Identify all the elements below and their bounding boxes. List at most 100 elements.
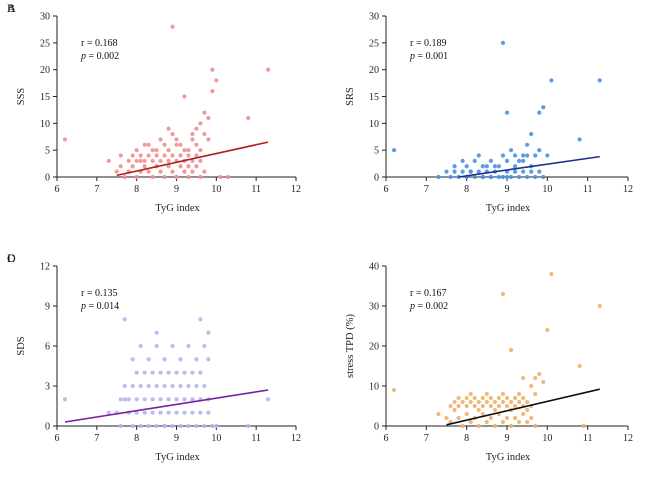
panel-c-data-point: [194, 423, 199, 429]
panel-d-data-point: [452, 399, 457, 405]
panel-b-data-point: [529, 169, 534, 174]
panel-c-data-point: [166, 410, 171, 415]
panel-a-data-point: [210, 89, 215, 94]
panel-c-data-point: [210, 423, 215, 429]
panel-d-x-axis-title: TyG index: [486, 452, 531, 463]
panel-c-data-point: [170, 383, 175, 389]
panel-d-data-point: [500, 291, 506, 297]
panel-a-y-axis-title: SSS: [16, 88, 27, 106]
panel-b: B 6 7 8 9 10 11 12 0 5 10 15 20 25 30 TyG index SRS r = 0…: [7, 1, 633, 214]
panel-a-x-tick-label: 11: [251, 184, 261, 195]
panel-d-data-point: [508, 399, 514, 405]
panel-c-data-point: [118, 397, 123, 402]
panel-c-data-point: [162, 383, 167, 389]
panel-c-data-point: [62, 397, 68, 402]
panel-c-data-point: [150, 397, 155, 402]
panel-d-data-point: [508, 423, 514, 429]
panel-a-data-point: [142, 158, 147, 163]
panel-c-data-point: [142, 410, 147, 415]
panel-a-data-point: [186, 174, 191, 180]
panel-a-x-tick-label: 6: [55, 184, 60, 195]
panel-c-data-point: [166, 397, 171, 402]
panel-d-data-point: [541, 379, 546, 385]
panel-c-p-number: = 0.014: [86, 301, 119, 312]
panel-a-x-tick-label: 8: [134, 184, 139, 195]
panel-a-regression-line: [116, 141, 269, 177]
panel-d-data-point: [456, 395, 461, 401]
panel-d-data-point: [456, 403, 461, 409]
panel-a-data-point: [170, 169, 175, 174]
panel-c-data-point: [190, 397, 195, 402]
panel-b-data-point: [496, 174, 502, 180]
panel-c-data-point: [158, 370, 163, 375]
panel-a-y-tick-label: 25: [40, 38, 50, 49]
panel-d-data-point: [464, 395, 469, 401]
panel-c-data-point: [194, 357, 199, 362]
panel-d-data-point: [484, 391, 489, 397]
panel-a-data-point: [118, 164, 123, 169]
panel-b-data-point: [468, 169, 473, 174]
panel-c-data-point: [182, 410, 187, 415]
panel-b-y-axis-title: SRS: [345, 87, 356, 106]
panel-b-data-point: [517, 174, 522, 180]
panel-c-data-point: [266, 397, 271, 402]
panel-d-points: [391, 271, 602, 429]
panel-a-data-point: [178, 164, 183, 169]
panel-a-data-point: [206, 137, 211, 142]
panel-b-data-point: [460, 169, 465, 174]
panel-b-label: B: [7, 1, 15, 15]
panel-b-data-point: [521, 158, 526, 163]
panel-a-data-point: [166, 126, 171, 131]
panel-d-data-point: [525, 407, 530, 413]
panel-d-data-point: [504, 415, 510, 421]
panel-c-data-point: [178, 357, 183, 362]
panel-a-points: [62, 24, 271, 180]
panel-d-data-point: [521, 375, 526, 381]
panel-d-data-point: [500, 399, 506, 405]
panel-a-x-axis-title: TyG index: [155, 203, 200, 214]
panel-a-y-tick-label: 15: [40, 92, 50, 103]
panel-a-data-point: [162, 153, 167, 158]
panel-d-data-point: [488, 395, 493, 401]
panel-a-data-point: [202, 131, 207, 137]
panel-c-data-point: [154, 423, 159, 429]
panel-b-data-point: [460, 158, 465, 163]
panel-d-data-point: [436, 411, 441, 417]
panel-c-p-symbol: p: [80, 301, 86, 312]
panel-b-data-point: [512, 153, 518, 158]
panel-a-data-point: [166, 148, 171, 153]
panel-a-data-point: [198, 174, 203, 180]
panel-d-data-point: [525, 419, 530, 425]
panel-a-data-point: [174, 174, 179, 180]
panel-a-x-tick-label: 9: [174, 184, 179, 195]
panel-c-points: [62, 317, 271, 429]
panel-c-data-point: [138, 423, 143, 429]
panel-a-data-point: [210, 67, 215, 72]
panel-c-data-point: [158, 410, 163, 415]
panel-d-data-point: [480, 403, 485, 409]
panel-c-data-point: [146, 423, 151, 429]
panel-d-y-tick-label: 30: [369, 302, 379, 313]
panel-d-regression-line: [446, 388, 600, 426]
panel-a-data-point: [122, 174, 127, 180]
panel-c-data-point: [154, 383, 159, 389]
panel-d-data-point: [529, 415, 534, 421]
panel-a-data-point: [198, 158, 203, 163]
panel-b-data-point: [533, 174, 538, 180]
panel-b-x-tick-label: 10: [542, 184, 552, 195]
panel-c-label: C: [7, 251, 15, 265]
panel-c-x-tick-label: 7: [94, 433, 99, 444]
panel-a-data-point: [62, 137, 68, 142]
panel-b-data-point: [436, 174, 441, 180]
panel-d-y-tick-label: 20: [369, 342, 379, 353]
panel-d-data-point: [464, 403, 469, 409]
panel-c-data-point: [170, 343, 175, 349]
panel-a-data-point: [206, 115, 211, 121]
panel-c-data-point: [126, 397, 131, 402]
panel-d-y-tick-label: 0: [374, 422, 379, 433]
panel-b-data-point: [448, 174, 453, 180]
panel-a-data-point: [146, 142, 151, 147]
panel-d-data-point: [512, 395, 518, 401]
panel-c-data-point: [190, 370, 195, 375]
panel-c-data-point: [214, 423, 219, 429]
